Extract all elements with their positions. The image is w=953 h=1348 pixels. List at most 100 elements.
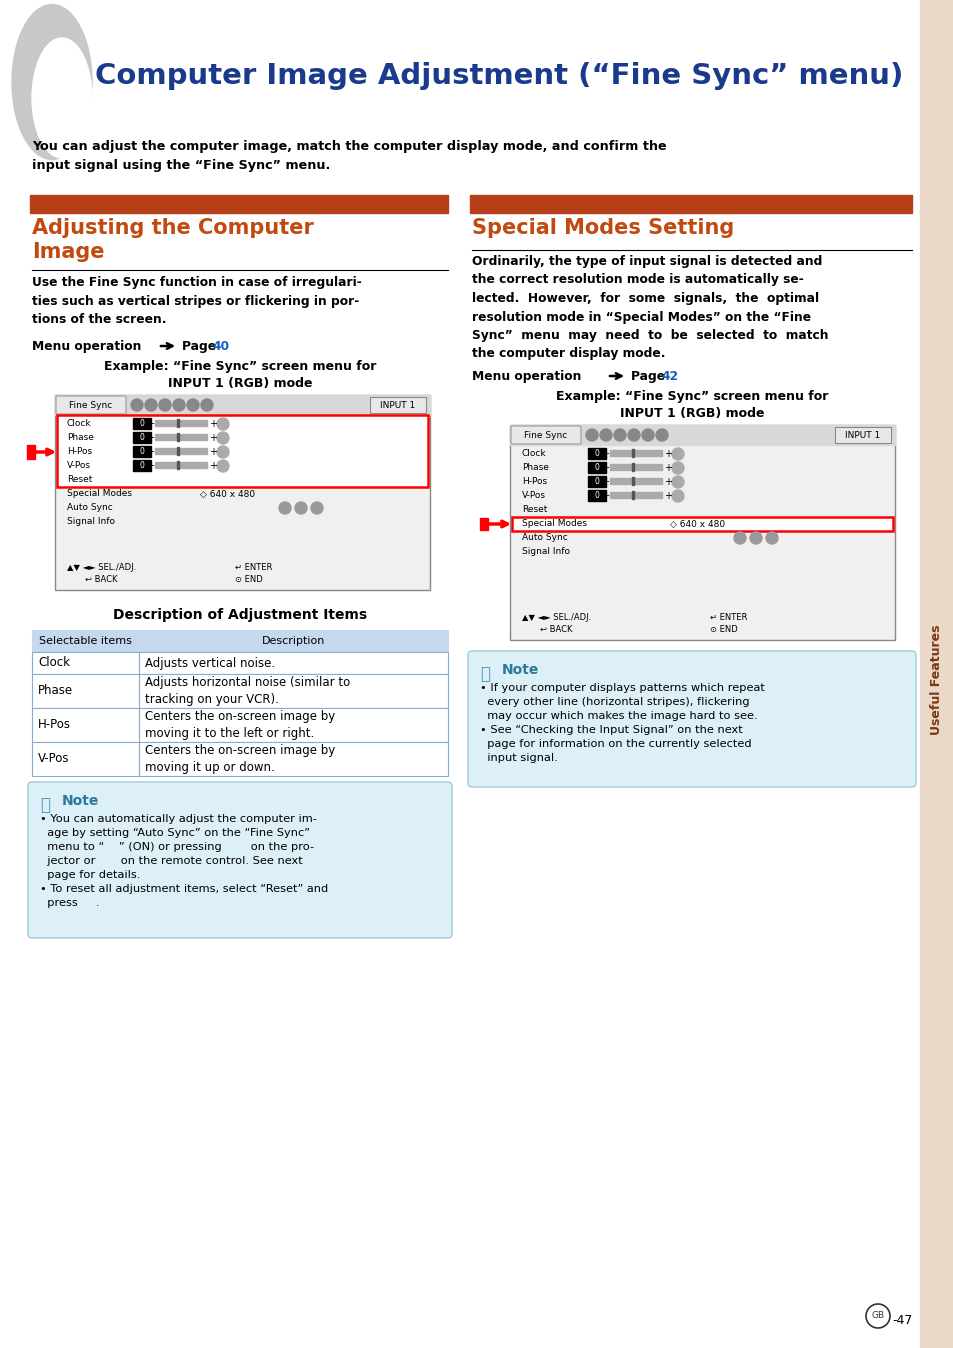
Bar (587, 476, 605, 487)
Circle shape (131, 399, 143, 411)
Text: V-Pos: V-Pos (521, 492, 545, 500)
Circle shape (278, 501, 291, 514)
Circle shape (145, 399, 157, 411)
Bar (132, 418, 151, 429)
Bar (609, 479, 661, 484)
Circle shape (656, 429, 667, 441)
Text: H-Pos: H-Pos (521, 477, 547, 487)
Text: Computer Image Adjustment (“Fine Sync” menu): Computer Image Adjustment (“Fine Sync” m… (95, 62, 902, 90)
Text: GB: GB (870, 1312, 883, 1321)
Text: Adjusts vertical noise.: Adjusts vertical noise. (145, 656, 274, 670)
Circle shape (585, 429, 598, 441)
Text: 42: 42 (660, 369, 678, 383)
Text: ⊙ END: ⊙ END (234, 576, 262, 585)
Text: ⊙ END: ⊙ END (709, 625, 737, 635)
Circle shape (749, 532, 761, 545)
Text: Menu operation: Menu operation (32, 340, 146, 353)
Bar (154, 434, 207, 439)
Bar (470, 195, 911, 213)
Text: 📝: 📝 (479, 665, 490, 683)
Text: Selectable items: Selectable items (39, 636, 132, 646)
Text: Auto Sync: Auto Sync (521, 534, 567, 542)
Bar (631, 449, 634, 457)
Text: 0: 0 (139, 419, 144, 429)
Text: Use the Fine Sync function in case of irregulari-
ties such as vertical stripes : Use the Fine Sync function in case of ir… (32, 276, 361, 326)
Circle shape (671, 491, 683, 501)
Bar (139, 741, 448, 776)
Text: +: + (663, 449, 671, 460)
Bar (32, 674, 139, 708)
Text: Reset: Reset (521, 506, 547, 515)
Circle shape (187, 399, 199, 411)
Text: Signal Info: Signal Info (67, 518, 115, 527)
Bar (30, 195, 448, 213)
Text: Ordinarily, the type of input signal is detected and
the correct resolution mode: Ordinarily, the type of input signal is … (472, 255, 827, 360)
Bar (139, 652, 448, 674)
Text: Phase: Phase (521, 464, 548, 473)
Circle shape (614, 429, 625, 441)
Bar (370, 398, 426, 412)
Text: Reset: Reset (67, 476, 92, 484)
Text: Note: Note (62, 794, 99, 807)
Text: 0: 0 (594, 491, 598, 500)
Bar (139, 708, 448, 741)
Text: Description of Adjustment Items: Description of Adjustment Items (112, 608, 367, 621)
Circle shape (627, 429, 639, 441)
Bar (154, 421, 207, 426)
Circle shape (216, 418, 229, 430)
Text: Note: Note (501, 663, 538, 677)
Bar (919, 0, 953, 1348)
Text: 0: 0 (139, 433, 144, 442)
Circle shape (765, 532, 778, 545)
Circle shape (671, 476, 683, 488)
Text: Phase: Phase (67, 434, 93, 442)
Circle shape (599, 429, 612, 441)
Text: −: − (147, 448, 155, 457)
FancyBboxPatch shape (468, 651, 915, 787)
Ellipse shape (12, 4, 91, 159)
Text: Example: “Fine Sync” screen menu for
INPUT 1 (RGB) mode: Example: “Fine Sync” screen menu for INP… (104, 360, 375, 390)
Bar (609, 492, 661, 497)
Text: ◇ 640 x 480: ◇ 640 x 480 (669, 519, 724, 528)
Circle shape (671, 462, 683, 474)
Text: +: + (663, 491, 671, 501)
Text: ↩ BACK: ↩ BACK (539, 625, 572, 635)
Text: 0: 0 (594, 449, 598, 458)
Bar (510, 425, 894, 640)
Text: Special Modes: Special Modes (521, 519, 586, 528)
Text: Description: Description (261, 636, 325, 646)
FancyBboxPatch shape (28, 782, 452, 938)
Text: +: + (209, 433, 216, 443)
Text: Centers the on-screen image by
moving it to the left or right.: Centers the on-screen image by moving it… (145, 710, 335, 740)
Bar (177, 448, 179, 456)
Text: Special Modes Setting: Special Modes Setting (472, 218, 734, 239)
Circle shape (671, 448, 683, 460)
Text: Useful Features: Useful Features (929, 624, 943, 735)
FancyBboxPatch shape (56, 396, 126, 414)
Bar (177, 433, 179, 441)
Text: −: − (601, 462, 609, 473)
Bar (32, 708, 139, 741)
Text: Menu operation: Menu operation (472, 369, 585, 383)
Text: Page: Page (182, 340, 220, 353)
Text: −: − (601, 449, 609, 460)
Bar (55, 395, 430, 590)
Text: Phase: Phase (38, 685, 73, 697)
Circle shape (201, 399, 213, 411)
Text: V-Pos: V-Pos (67, 461, 91, 470)
FancyBboxPatch shape (511, 426, 580, 443)
Text: ▲▼ ◄► SEL./ADJ.: ▲▼ ◄► SEL./ADJ. (67, 563, 136, 573)
Text: 0: 0 (594, 477, 598, 487)
Text: −: − (601, 491, 609, 501)
Bar (587, 491, 605, 501)
Bar (177, 419, 179, 427)
Text: Auto Sync: Auto Sync (67, 504, 112, 512)
Text: 📝: 📝 (40, 797, 50, 814)
Bar (587, 462, 605, 473)
Text: −: − (601, 477, 609, 487)
Text: Page: Page (630, 369, 669, 383)
Bar (631, 477, 634, 485)
Text: Special Modes: Special Modes (67, 489, 132, 499)
Text: 40: 40 (212, 340, 229, 353)
Bar (834, 427, 890, 443)
